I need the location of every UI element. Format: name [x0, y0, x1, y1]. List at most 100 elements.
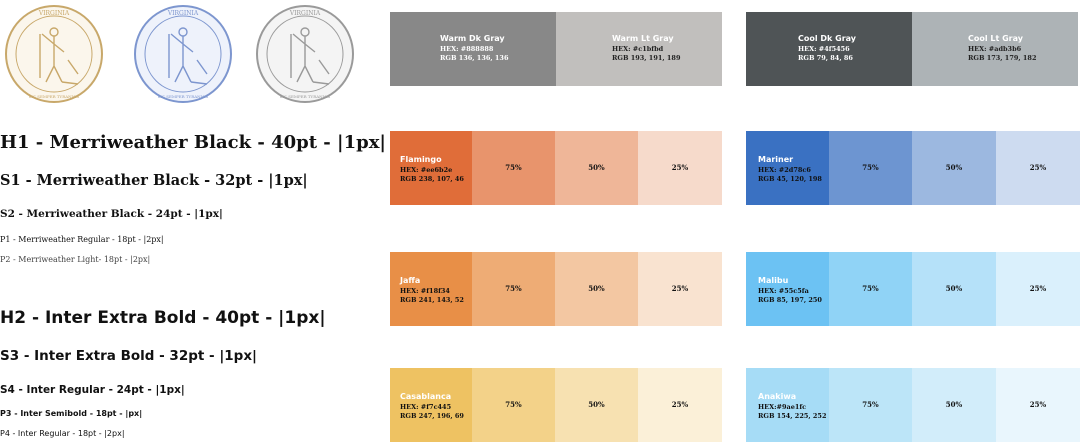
tint-label: 50%: [945, 284, 963, 293]
tint-label: 25%: [671, 400, 689, 409]
seal-bottom-text: SIC SEMPER TYRANNIS: [29, 94, 80, 99]
swatch-warm-lt-gray: Warm Lt Gray HEX: #c1bfbd RGB 193, 191, …: [556, 12, 722, 86]
tint-label: 75%: [505, 400, 522, 409]
swatch-tint-25: 25%: [638, 368, 722, 442]
s2-specimen: S2 - Merriweather Black - 24pt - |1px|: [0, 208, 223, 220]
swatch-tint-50: 50%: [912, 252, 996, 326]
swatch-cool-lt-gray: Cool Lt Gray HEX: #adb3b6 RGB 173, 179, …: [912, 12, 1078, 86]
seal-top-text: VIRGINIA: [289, 10, 321, 17]
palette-casablanca: Casablanca HEX: #f7c445 RGB 247, 196, 69…: [390, 368, 722, 442]
swatch-name: Warm Lt Gray: [612, 34, 674, 43]
swatch-tint-25: 25%: [638, 252, 722, 326]
s3-specimen: S3 - Inter Extra Bold - 32pt - |1px|: [0, 348, 257, 364]
p3-specimen: P3 - Inter Semibold - 18pt - |px|: [0, 409, 143, 418]
tint-label: 25%: [1029, 284, 1047, 293]
swatch-hex: HEX: #888888: [440, 45, 494, 53]
swatch-base: Anakiwa HEX:#9ae1fc RGB 154, 225, 252: [746, 368, 829, 442]
swatch-rgb: RGB 154, 225, 252: [758, 412, 827, 420]
swatch-name: Mariner: [758, 155, 794, 164]
virginia-seal-blue-icon: VIRGINIA SIC SEMPER TYRANNIS: [134, 5, 232, 103]
seal-gold: VIRGINIA SIC SEMPER TYRANNIS: [4, 4, 104, 104]
palette-anakiwa: Anakiwa HEX:#9ae1fc RGB 154, 225, 252 75…: [746, 368, 1080, 442]
p2-specimen: P2 - Merriweather Light- 18pt - |2px|: [0, 255, 151, 264]
swatch-tint-75: 75%: [829, 252, 912, 326]
tint-label: 50%: [588, 163, 605, 172]
swatch-tint-50: 50%: [555, 252, 638, 326]
tint-label: 75%: [862, 284, 879, 293]
swatch-tint-25: 25%: [996, 252, 1080, 326]
swatch-name: Malibu: [758, 276, 789, 285]
warm-neutrals-row: Warm Dk Gray HEX: #888888 RGB 136, 136, …: [390, 12, 722, 86]
tint-label: 50%: [588, 400, 605, 409]
swatch-base: Mariner HEX: #2d78c6 RGB 45, 120, 198: [746, 131, 829, 205]
swatch-tint-50: 50%: [555, 131, 638, 205]
palette-mariner: Mariner HEX: #2d78c6 RGB 45, 120, 198 75…: [746, 131, 1080, 205]
tint-label: 75%: [505, 284, 522, 293]
swatch-rgb: RGB 79, 84, 86: [798, 54, 853, 62]
swatch-hex: HEX: #ee6b2e: [400, 166, 453, 174]
swatch-base: Flamingo HEX: #ee6b2e RGB 238, 107, 46: [390, 131, 472, 205]
tint-label: 25%: [671, 284, 689, 293]
tint-label: 50%: [588, 284, 605, 293]
swatch-hex: HEX: #4f5456: [798, 45, 850, 53]
virginia-seal-gold-icon: VIRGINIA SIC SEMPER TYRANNIS: [5, 5, 103, 103]
p1-specimen: P1 - Merriweather Regular - 18pt - |2px|: [0, 235, 164, 244]
swatch-base: Casablanca HEX: #f7c445 RGB 247, 196, 69: [390, 368, 472, 442]
seal-bottom-text: SIC SEMPER TYRANNIS: [158, 94, 209, 99]
swatch-rgb: RGB 193, 191, 189: [612, 54, 681, 62]
p4-specimen: P4 - Inter Regular - 18pt - |2px|: [0, 429, 125, 438]
swatch-tint-25: 25%: [996, 368, 1080, 442]
h2-specimen: H2 - Inter Extra Bold - 40pt - |1px|: [0, 308, 326, 328]
swatch-name: Anakiwa: [758, 392, 797, 401]
tint-label: 75%: [862, 163, 879, 172]
swatch-rgb: RGB 85, 197, 250: [758, 296, 822, 304]
swatch-cool-dk-gray: Cool Dk Gray HEX: #4f5456 RGB 79, 84, 86: [746, 12, 912, 86]
swatch-rgb: RGB 241, 143, 52: [400, 296, 464, 304]
swatch-rgb: RGB 247, 196, 69: [400, 412, 464, 420]
swatch-name: Warm Dk Gray: [440, 34, 505, 43]
swatch-hex: HEX: #2d78c6: [758, 166, 811, 174]
swatch-name: Flamingo: [400, 155, 442, 164]
tint-label: 50%: [945, 400, 963, 409]
swatch-tint-75: 75%: [472, 252, 555, 326]
swatch-name: Jaffa: [400, 276, 421, 285]
swatch-warm-dk-gray: Warm Dk Gray HEX: #888888 RGB 136, 136, …: [390, 12, 556, 86]
seal-blue: VIRGINIA SIC SEMPER TYRANNIS: [133, 4, 233, 104]
swatch-tint-75: 75%: [472, 368, 555, 442]
swatch-base: Malibu HEX: #55c5fa RGB 85, 197, 250: [746, 252, 829, 326]
swatch-rgb: RGB 136, 136, 136: [440, 54, 509, 62]
swatch-tint-50: 50%: [912, 368, 996, 442]
swatch-rgb: RGB 173, 179, 182: [968, 54, 1037, 62]
swatch-base: Jaffa HEX: #f18f34 RGB 241, 143, 52: [390, 252, 472, 326]
tint-label: 25%: [671, 163, 689, 172]
tint-label: 50%: [945, 163, 963, 172]
swatch-hex: HEX: #f18f34: [400, 287, 450, 295]
tint-label: 25%: [1029, 400, 1047, 409]
swatch-tint-75: 75%: [472, 131, 555, 205]
tint-label: 75%: [505, 163, 522, 172]
swatch-name: Cool Dk Gray: [798, 34, 857, 43]
palette-jaffa: Jaffa HEX: #f18f34 RGB 241, 143, 52 75% …: [390, 252, 722, 326]
seal-gray: VIRGINIA SIC SEMPER TYRANNIS: [255, 4, 355, 104]
swatch-tint-75: 75%: [829, 368, 912, 442]
s1-specimen: S1 - Merriweather Black - 32pt - |1px|: [0, 172, 308, 189]
swatch-name: Casablanca: [400, 392, 452, 401]
seal-bottom-text: SIC SEMPER TYRANNIS: [280, 94, 331, 99]
swatch-tint-75: 75%: [829, 131, 912, 205]
h1-specimen: H1 - Merriweather Black - 40pt - |1px|: [0, 132, 386, 153]
swatch-hex: HEX: #c1bfbd: [612, 45, 664, 53]
s4-specimen: S4 - Inter Regular - 24pt - |1px|: [0, 384, 185, 396]
swatch-tint-25: 25%: [996, 131, 1080, 205]
swatch-hex: HEX:#9ae1fc: [758, 403, 807, 411]
swatch-rgb: RGB 45, 120, 198: [758, 175, 822, 183]
virginia-seal-gray-icon: VIRGINIA SIC SEMPER TYRANNIS: [256, 5, 354, 103]
swatch-tint-50: 50%: [912, 131, 996, 205]
cool-neutrals-row: Cool Dk Gray HEX: #4f5456 RGB 79, 84, 86…: [746, 12, 1078, 86]
swatch-tint-50: 50%: [555, 368, 638, 442]
tint-label: 75%: [862, 400, 879, 409]
swatch-tint-25: 25%: [638, 131, 722, 205]
seal-top-text: VIRGINIA: [167, 10, 199, 17]
seal-top-text: VIRGINIA: [38, 10, 70, 17]
palette-malibu: Malibu HEX: #55c5fa RGB 85, 197, 250 75%…: [746, 252, 1080, 326]
swatch-hex: HEX: #55c5fa: [758, 287, 809, 295]
